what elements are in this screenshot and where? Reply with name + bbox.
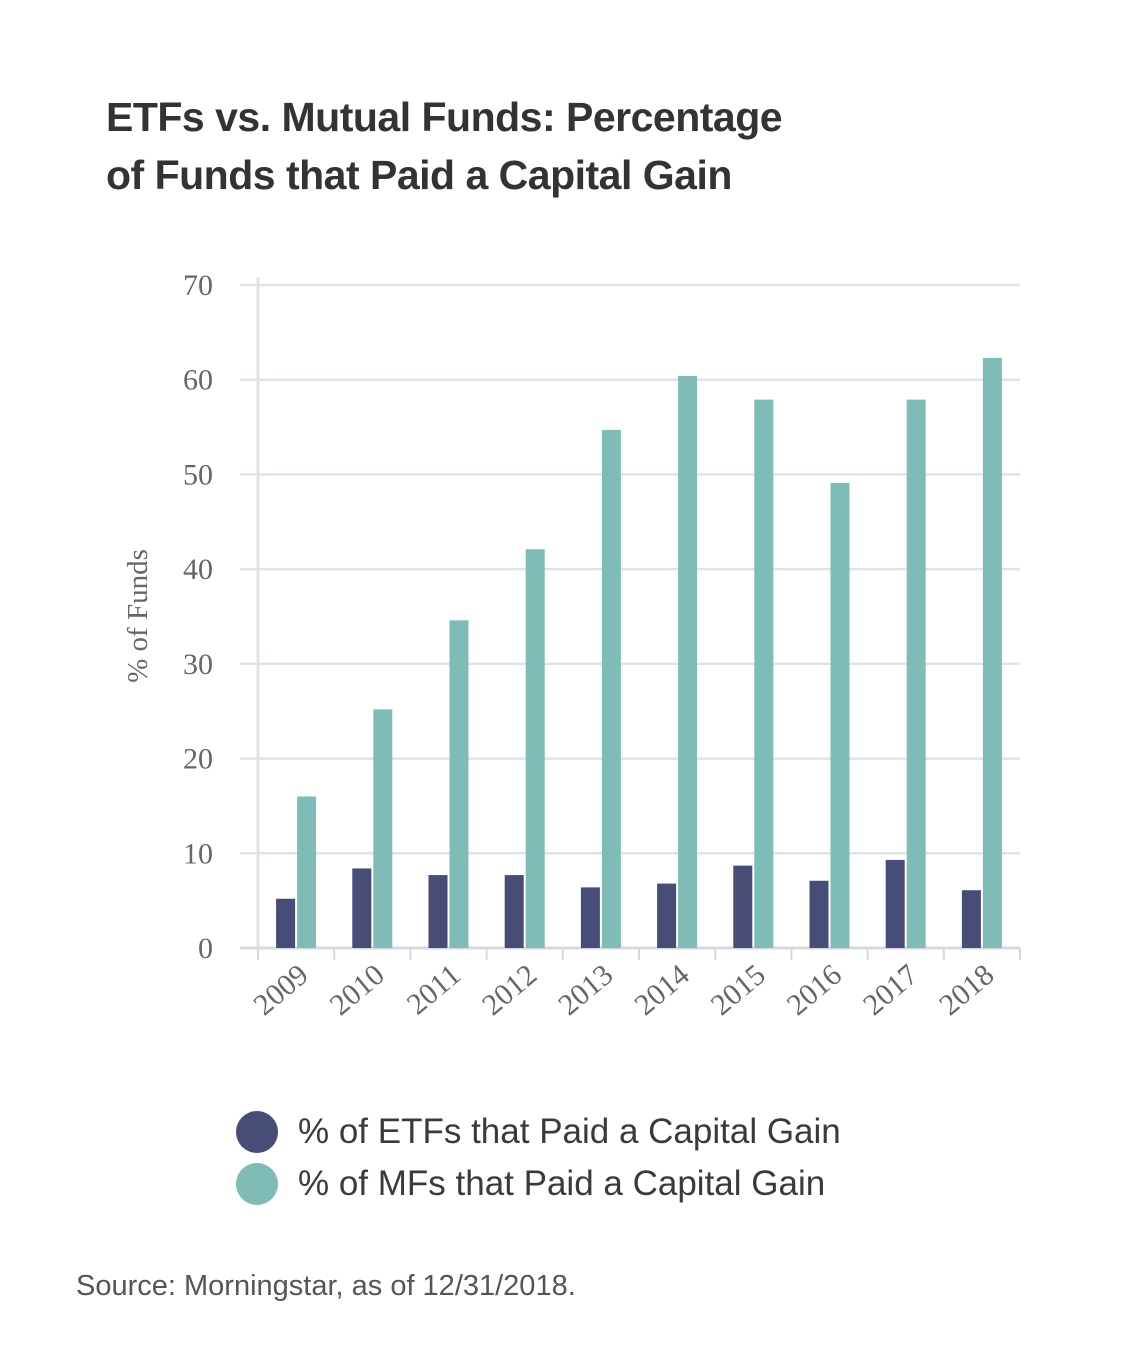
mf-bar xyxy=(982,357,1002,948)
x-tick-label: 2009 xyxy=(247,958,314,1022)
etf-bar xyxy=(733,865,753,948)
mf-bar xyxy=(449,620,469,948)
legend: % of ETFs that Paid a Capital Gain % of … xyxy=(236,1106,841,1210)
x-tick-label: 2010 xyxy=(324,958,391,1022)
x-tick-label: 2018 xyxy=(933,958,1000,1022)
mf-bar xyxy=(830,482,850,948)
y-axis-label: % of Funds xyxy=(122,549,154,683)
y-tick-label: 60 xyxy=(183,364,213,397)
chart-title: ETFs vs. Mutual Funds: Percentage of Fun… xyxy=(106,88,1006,204)
x-tick-label: 2016 xyxy=(781,958,848,1022)
etf-bar xyxy=(504,875,524,948)
legend-label-etfs: % of ETFs that Paid a Capital Gain xyxy=(298,1112,841,1151)
legend-item-mfs: % of MFs that Paid a Capital Gain xyxy=(236,1158,841,1210)
mf-bar xyxy=(906,399,926,949)
title-line-1: ETFs vs. Mutual Funds: Percentage xyxy=(106,94,783,140)
legend-swatch-mfs xyxy=(236,1163,278,1205)
etf-bar xyxy=(961,890,981,948)
x-tick-label: 2011 xyxy=(401,958,467,1021)
mf-bar xyxy=(678,375,698,948)
x-tick-label: 2013 xyxy=(552,958,619,1022)
etf-bar xyxy=(352,868,372,948)
y-tick-label: 20 xyxy=(183,743,213,776)
etf-bar xyxy=(276,898,296,948)
etf-bar xyxy=(657,883,677,948)
y-tick-label: 40 xyxy=(183,553,213,586)
title-line-2: of Funds that Paid a Capital Gain xyxy=(106,152,732,198)
mf-bar xyxy=(525,549,545,948)
mf-bar xyxy=(297,796,317,948)
mf-bar xyxy=(754,399,774,949)
y-tick-label: 30 xyxy=(183,648,213,681)
x-tick-label: 2017 xyxy=(857,958,924,1022)
etf-bar xyxy=(809,880,829,948)
y-tick-label: 50 xyxy=(183,458,213,491)
legend-item-etfs: % of ETFs that Paid a Capital Gain xyxy=(236,1106,841,1158)
source-note: Source: Morningstar, as of 12/31/2018. xyxy=(76,1270,576,1302)
legend-label-mfs: % of MFs that Paid a Capital Gain xyxy=(298,1164,826,1203)
legend-swatch-etfs xyxy=(236,1111,278,1153)
x-tick-label: 2012 xyxy=(476,958,543,1022)
mf-bar xyxy=(601,429,621,949)
x-tick-label: 2014 xyxy=(628,958,695,1022)
y-tick-label: 0 xyxy=(198,932,213,965)
etf-bar xyxy=(580,887,600,948)
etf-bar xyxy=(428,875,448,948)
mf-bar xyxy=(373,709,393,948)
y-tick-label: 10 xyxy=(183,837,213,870)
x-tick-label: 2015 xyxy=(705,958,772,1022)
etf-bar xyxy=(885,859,905,948)
y-tick-label: 70 xyxy=(183,269,213,302)
